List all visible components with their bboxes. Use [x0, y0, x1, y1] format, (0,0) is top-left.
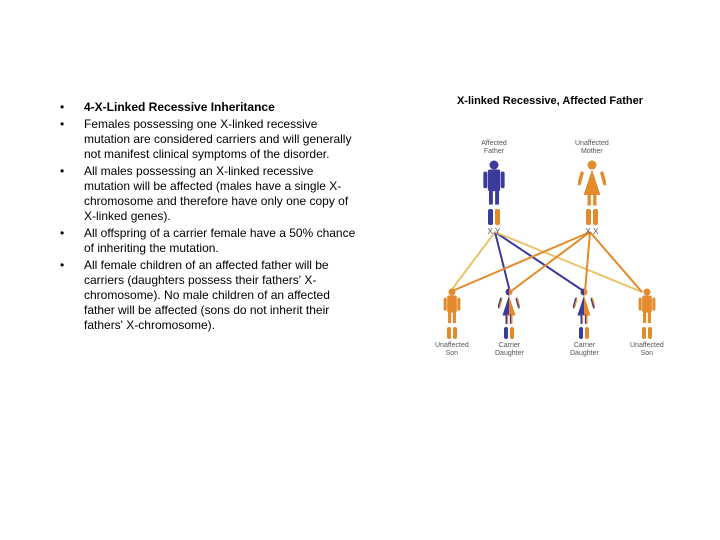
chromosome-icon	[586, 209, 591, 225]
figure-title: X-linked Recessive, Affected Father	[420, 95, 680, 107]
bullet-item: •All offspring of a carrier female have …	[60, 226, 360, 256]
bullet-text: All offspring of a carrier female have a…	[84, 226, 360, 256]
chromosome-icon	[579, 327, 583, 339]
bullet-text: All female children of an affected fathe…	[84, 258, 360, 333]
female-silhouette-icon	[498, 287, 520, 325]
person-label: AffectedFather	[481, 140, 507, 156]
person-label: UnaffectedSon	[435, 342, 469, 358]
chromosome-pair	[488, 209, 500, 225]
female-silhouette-icon	[573, 287, 595, 325]
male-silhouette-icon	[480, 159, 508, 207]
text-content: •4-X-Linked Recessive Inheritance•Female…	[60, 100, 360, 335]
chromosome-icon	[447, 327, 451, 339]
chromosome-pair	[579, 327, 589, 339]
chromosome-pair	[504, 327, 514, 339]
bullet-item: •4-X-Linked Recessive Inheritance	[60, 100, 360, 115]
person-daughter1: CarrierDaughter	[495, 287, 524, 358]
person-label: CarrierDaughter	[495, 342, 524, 358]
person-son2: UnaffectedSon	[630, 287, 664, 358]
bullet-item: •Females possessing one X-linked recessi…	[60, 117, 360, 162]
person-label: CarrierDaughter	[570, 342, 599, 358]
bullet-list: •4-X-Linked Recessive Inheritance•Female…	[60, 100, 360, 333]
chromosome-icon	[642, 327, 646, 339]
pedigree-diagram: AffectedFather X Y UnaffectedMother	[420, 117, 680, 377]
chromosome-pair	[642, 327, 652, 339]
bullet-item: • All female children of an affected fat…	[60, 258, 360, 333]
bullet-text: 4-X-Linked Recessive Inheritance	[84, 100, 275, 115]
bullet-item: • All males possessing an X-linked reces…	[60, 164, 360, 224]
bullet-text: Females possessing one X-linked recessiv…	[84, 117, 360, 162]
person-father: AffectedFather X Y	[480, 137, 508, 236]
chromosome-icon	[585, 327, 589, 339]
bullet-text: All males possessing an X-linked recessi…	[84, 164, 360, 224]
chromosome-icon	[488, 209, 493, 225]
person-daughter2: CarrierDaughter	[570, 287, 599, 358]
pedigree-figure: X-linked Recessive, Affected Father Affe…	[420, 95, 680, 377]
chromosome-icon	[504, 327, 508, 339]
chromosome-icon	[593, 209, 598, 225]
chromosome-icon	[453, 327, 457, 339]
xy-label: X X	[585, 227, 598, 236]
chromosome-icon	[510, 327, 514, 339]
bullet-marker: •	[60, 226, 84, 256]
xy-label: X Y	[488, 227, 501, 236]
chromosome-pair	[447, 327, 457, 339]
bullet-marker: •	[60, 164, 84, 224]
person-son1: UnaffectedSon	[435, 287, 469, 358]
male-silhouette-icon	[636, 287, 658, 325]
chromosome-icon	[495, 209, 500, 225]
chromosome-pair	[586, 209, 598, 225]
bullet-marker: •	[60, 100, 84, 115]
person-mother: UnaffectedMother X X	[575, 137, 609, 236]
bullet-marker: •	[60, 258, 84, 333]
bullet-marker: •	[60, 117, 84, 162]
female-silhouette-icon	[578, 159, 606, 207]
chromosome-icon	[648, 327, 652, 339]
male-silhouette-icon	[441, 287, 463, 325]
person-label: UnaffectedSon	[630, 342, 664, 358]
person-label: UnaffectedMother	[575, 140, 609, 156]
